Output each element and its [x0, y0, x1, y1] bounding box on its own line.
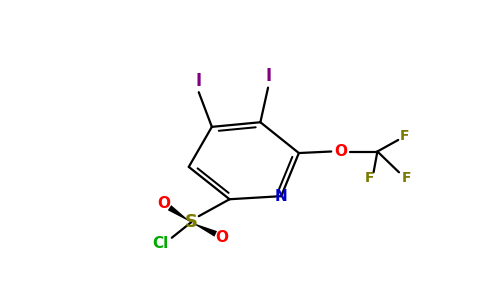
Text: N: N	[275, 189, 287, 204]
Text: I: I	[196, 72, 202, 90]
Polygon shape	[168, 205, 191, 222]
Text: I: I	[265, 67, 271, 85]
Text: O: O	[215, 230, 228, 245]
Text: S: S	[184, 213, 197, 231]
Text: Cl: Cl	[152, 236, 168, 251]
Text: O: O	[334, 144, 347, 159]
Text: F: F	[402, 172, 411, 185]
Text: F: F	[365, 172, 375, 185]
Polygon shape	[191, 222, 217, 237]
Text: O: O	[157, 196, 170, 211]
Text: F: F	[400, 129, 409, 143]
